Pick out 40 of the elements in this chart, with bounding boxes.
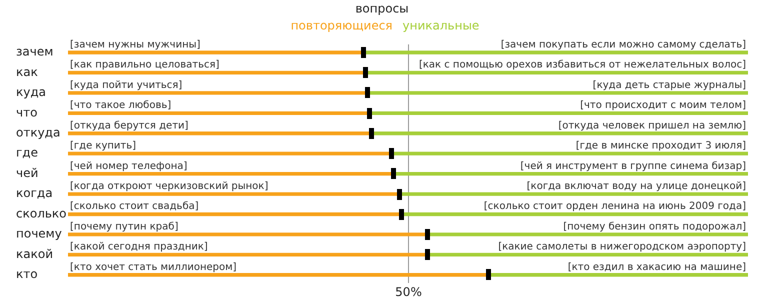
annotation: [чей номер телефона] bbox=[70, 160, 188, 172]
annotation: [почему бензин опять подорожал] bbox=[563, 221, 746, 232]
annotation: [когда откроют черкизовский рынок] bbox=[70, 181, 268, 192]
annotation: [кто ездил в хакасию на машине] bbox=[568, 262, 746, 273]
annotation: [зачем нужны мужчины] bbox=[70, 40, 201, 51]
y-tick-label: откуда bbox=[16, 126, 60, 140]
annotation: [сколько стоит свадьба] bbox=[70, 201, 199, 212]
y-tick-label: когда bbox=[16, 186, 53, 200]
ref-line-label: 50% bbox=[395, 285, 422, 300]
y-tick-label: что bbox=[16, 105, 38, 120]
series-label: уникальные bbox=[402, 18, 480, 33]
annotation: [где в минске проходит 3 июля] bbox=[576, 140, 746, 152]
annotation: [зачем покупать если можно самому сделать] bbox=[500, 40, 746, 51]
annotation: [куда деть старые журналы] bbox=[592, 80, 746, 91]
y-tick-label: почему bbox=[16, 226, 62, 241]
annotation: [как правильно целоваться] bbox=[70, 60, 220, 71]
annotation: [кто хочет стать миллионером] bbox=[70, 262, 237, 273]
y-tick-label: куда bbox=[16, 85, 46, 100]
annotation: [где купить] bbox=[70, 140, 136, 152]
y-tick-label: где bbox=[16, 146, 38, 160]
annotation: [что происходит с моим телом] bbox=[580, 100, 746, 112]
y-tick-label: кто bbox=[16, 267, 38, 282]
annotation: [откуда человек пришел на землю] bbox=[558, 120, 746, 132]
annotation: [сколько стоит орден ленина на июнь 2009 года] bbox=[484, 201, 746, 212]
annotation: [что такое любовь] bbox=[70, 100, 172, 112]
annotation: [как с помощью орехов избавиться от нежелательных волос] bbox=[418, 60, 746, 71]
y-tick-label: чей bbox=[16, 166, 38, 180]
y-tick-label: как bbox=[16, 64, 38, 79]
y-tick-label: зачем bbox=[16, 44, 54, 59]
annotation: [какие самолеты в нижегородском аэропорту] bbox=[498, 242, 746, 253]
annotation: [чей я инструмент в группе синема бизар] bbox=[520, 160, 746, 172]
y-tick-label: сколько bbox=[16, 206, 67, 220]
annotation: [откуда берутся дети] bbox=[70, 120, 189, 132]
y-tick-label: какой bbox=[16, 246, 53, 261]
series-label: повторяющиеся bbox=[290, 18, 393, 33]
annotation: [почему путин краб] bbox=[70, 221, 178, 232]
annotation: [куда пойти учиться] bbox=[70, 80, 182, 91]
annotation: [какой сегодня праздник] bbox=[70, 242, 208, 253]
chart-title: вопросы bbox=[355, 1, 409, 16]
annotation: [когда включат воду на улице донецкой] bbox=[526, 181, 746, 192]
